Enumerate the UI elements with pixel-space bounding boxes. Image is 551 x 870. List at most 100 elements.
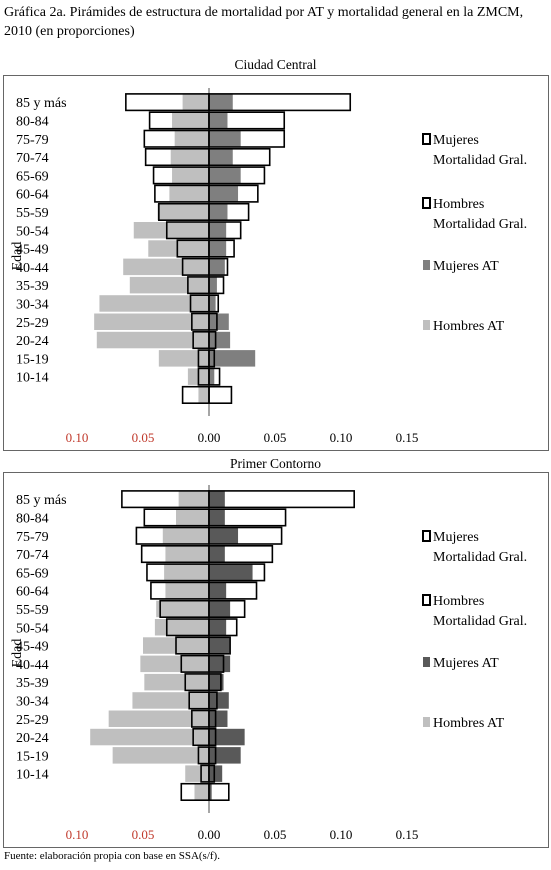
bar-mujeres-mortalidad-gral (208, 148, 271, 167)
bar-hombres-at (123, 258, 209, 276)
category-label: 10-14 (16, 768, 49, 783)
bar-hombres-at (174, 130, 209, 147)
category-label: 75-79 (16, 530, 49, 545)
legend-item: Mujeres AT (423, 259, 499, 274)
bar-mujeres-at (209, 600, 231, 618)
bar-mujeres-mortalidad-gral (208, 349, 216, 368)
bar-mujeres-mortalidad-gral (208, 312, 218, 331)
y-axis-label: Edad (10, 242, 25, 271)
bar-mujeres-at (209, 747, 241, 764)
bar-mujeres-mortalidad-gral (208, 563, 266, 582)
legend-label: Mortalidad Gral. (433, 217, 527, 232)
bar-mujeres-at (209, 240, 227, 257)
bar-hombres-at (194, 783, 209, 801)
legend-item: Mujeres Mortalidad Gral. (422, 530, 527, 565)
category-label: 60-64 (16, 585, 49, 600)
bar-mujeres-mortalidad-gral (208, 618, 238, 637)
bar-mujeres-at (209, 783, 212, 801)
x-tick-label: 0.05 (264, 430, 287, 445)
bar-hombres-at (172, 112, 209, 129)
legend-swatch (423, 657, 430, 667)
bar-hombres-at (178, 490, 209, 508)
pyramid-chart: 85 y más 80-84 75-79 70-74 65-69 60-64 55-59 50… (10, 485, 527, 842)
bar-mujeres-at (209, 710, 228, 727)
bar-mujeres-mortalidad-gral (208, 746, 217, 765)
bar-mujeres-at (209, 313, 229, 330)
category-label: 75-79 (16, 133, 49, 148)
category-label: 40-44 (16, 658, 49, 673)
bar-mujeres-mortalidad-gral (208, 202, 250, 221)
bar-hombres-at (112, 747, 209, 764)
bar-hombres-at (172, 167, 209, 184)
legend-swatch (422, 594, 431, 606)
legend-item: Hombres AT (423, 319, 505, 334)
category-label: 45-49 (16, 640, 49, 655)
bar-hombres-at (132, 692, 209, 709)
bar-mujeres-mortalidad-gral (208, 691, 218, 710)
legend-label: Mujeres (433, 133, 479, 148)
legend-label: Mujeres AT (433, 259, 499, 274)
chart-title-ciudad-central: Ciudad Central (234, 57, 317, 72)
category-label: 70-74 (16, 548, 49, 563)
legend-label: Hombres AT (433, 716, 505, 731)
bar-mujeres-mortalidad-gral (208, 129, 286, 148)
bar-mujeres-mortalidad-gral (208, 636, 231, 655)
bar-hombres-at (165, 582, 209, 599)
legend-label: Mortalidad Gral. (433, 614, 527, 629)
bar-mujeres-at (209, 185, 239, 202)
bar-hombres-at (170, 148, 209, 166)
category-label: 50-54 (16, 621, 49, 636)
chart-panel-primer-contorno: 85 y más 80-84 75-79 70-74 65-69 60-64 55-59 50… (3, 472, 549, 848)
category-label: 65-69 (16, 169, 49, 184)
category-label: 35-39 (16, 676, 49, 691)
legend-item: Hombres Mortalidad Gral. (422, 594, 527, 629)
bar-mujeres-at (209, 167, 241, 184)
bar-hombres-at (185, 765, 209, 782)
x-tick-label: 0.00 (198, 827, 221, 842)
category-label: 30-34 (16, 694, 49, 709)
bar-mujeres-mortalidad-gral (208, 764, 216, 783)
bar-mujeres-at (209, 276, 217, 294)
bar-mujeres-mortalidad-gral (208, 367, 221, 386)
bar-hombres-at (158, 350, 209, 367)
bar-mujeres-at (209, 619, 227, 636)
bar-mujeres-at (209, 222, 227, 239)
bar-hombres-at (154, 619, 209, 636)
bar-hombres-at (148, 240, 209, 257)
bar-hombres-at (133, 222, 209, 239)
bar-hombres-at (90, 728, 209, 746)
legend-label: Mujeres AT (433, 656, 499, 671)
bar-hombres-at (108, 710, 209, 727)
bar-mujeres-at (209, 148, 233, 166)
bar-mujeres-mortalidad-gral (208, 654, 225, 673)
category-label: 20-24 (16, 334, 49, 349)
legend-label: Mujeres (433, 530, 479, 545)
bar-mujeres-at (209, 203, 228, 221)
bar-mujeres-at (209, 545, 225, 563)
bar-hombres-at (176, 509, 209, 526)
x-tick-label: 0.00 (198, 430, 221, 445)
bar-mujeres-at (209, 509, 225, 526)
legend-swatch (422, 133, 431, 145)
bar-mujeres-mortalidad-gral (208, 526, 283, 545)
bar-mujeres-mortalidad-gral (208, 490, 355, 509)
legend-swatch (423, 260, 430, 270)
legend-label: Mortalidad Gral. (433, 153, 527, 168)
y-axis-label: Edad (10, 639, 25, 668)
bar-mujeres-at (209, 728, 245, 746)
pyramid-chart: 85 y más 80-84 75-79 70-74 65-69 60-64 55-59 50… (10, 88, 527, 445)
bar-mujeres-at (209, 564, 253, 581)
source-note: Fuente: elaboración propia con base en S… (4, 850, 220, 862)
bar-mujeres-mortalidad-gral (208, 385, 233, 405)
bar-mujeres-mortalidad-gral (208, 599, 246, 618)
category-label: 35-39 (16, 279, 49, 294)
bar-hombres-at (157, 203, 209, 221)
legend-item: Mujeres Mortalidad Gral. (422, 133, 527, 168)
legend-label: Hombres (433, 197, 484, 212)
bar-hombres-at (162, 527, 209, 544)
bar-hombres-at (99, 295, 209, 312)
bar-hombres-at (164, 564, 209, 581)
bar-hombres-at (198, 386, 209, 404)
bar-mujeres-mortalidad-gral (208, 728, 217, 747)
bar-mujeres-at (209, 368, 215, 385)
